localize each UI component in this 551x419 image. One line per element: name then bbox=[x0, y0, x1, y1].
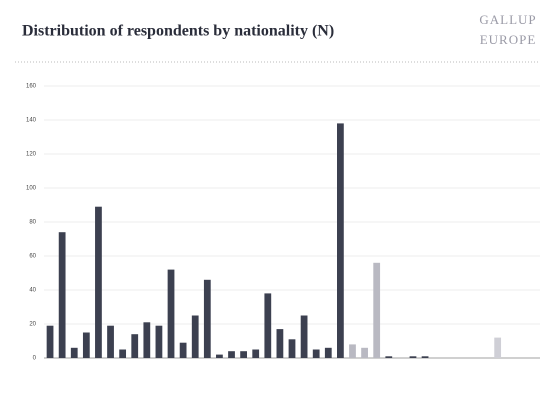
bar bbox=[240, 351, 247, 358]
y-tick-label: 80 bbox=[29, 220, 36, 226]
bar bbox=[155, 325, 163, 358]
bar bbox=[131, 334, 139, 358]
y-tick-label: 20 bbox=[29, 322, 36, 328]
y-tick-label: 120 bbox=[26, 152, 37, 158]
y-tick-label: 160 bbox=[26, 84, 37, 90]
bar bbox=[494, 337, 502, 358]
chart-title: Distribution of respondents by nationali… bbox=[22, 23, 334, 40]
bar bbox=[337, 123, 344, 359]
bar bbox=[203, 279, 211, 358]
bar bbox=[312, 349, 320, 358]
logo: EUROPE bbox=[480, 32, 537, 47]
bar bbox=[409, 356, 417, 358]
y-tick-label: 40 bbox=[29, 288, 36, 294]
bar bbox=[143, 322, 151, 358]
bar bbox=[167, 269, 175, 358]
bar bbox=[349, 344, 356, 358]
bar bbox=[179, 342, 187, 358]
bar bbox=[288, 339, 296, 358]
bar bbox=[70, 347, 78, 358]
bar bbox=[46, 325, 54, 358]
bar bbox=[107, 325, 114, 358]
bar bbox=[385, 356, 393, 358]
bar bbox=[324, 347, 332, 358]
bar bbox=[421, 356, 429, 358]
bar bbox=[82, 332, 90, 358]
y-tick-label: 60 bbox=[29, 254, 36, 260]
bar bbox=[252, 349, 260, 358]
y-tick-label: 100 bbox=[26, 186, 37, 192]
logo: GALLUP bbox=[479, 12, 536, 27]
y-tick-label: 140 bbox=[26, 118, 37, 124]
y-tick-label: 0 bbox=[33, 356, 37, 362]
bar bbox=[300, 315, 308, 358]
bar bbox=[361, 347, 368, 358]
bar bbox=[276, 329, 284, 358]
bar bbox=[373, 262, 381, 358]
bar bbox=[119, 349, 127, 358]
bar bbox=[95, 206, 102, 358]
bar bbox=[264, 293, 272, 358]
bar bbox=[216, 354, 223, 358]
bar bbox=[191, 315, 199, 358]
bar bbox=[58, 232, 66, 358]
bar bbox=[228, 351, 235, 358]
